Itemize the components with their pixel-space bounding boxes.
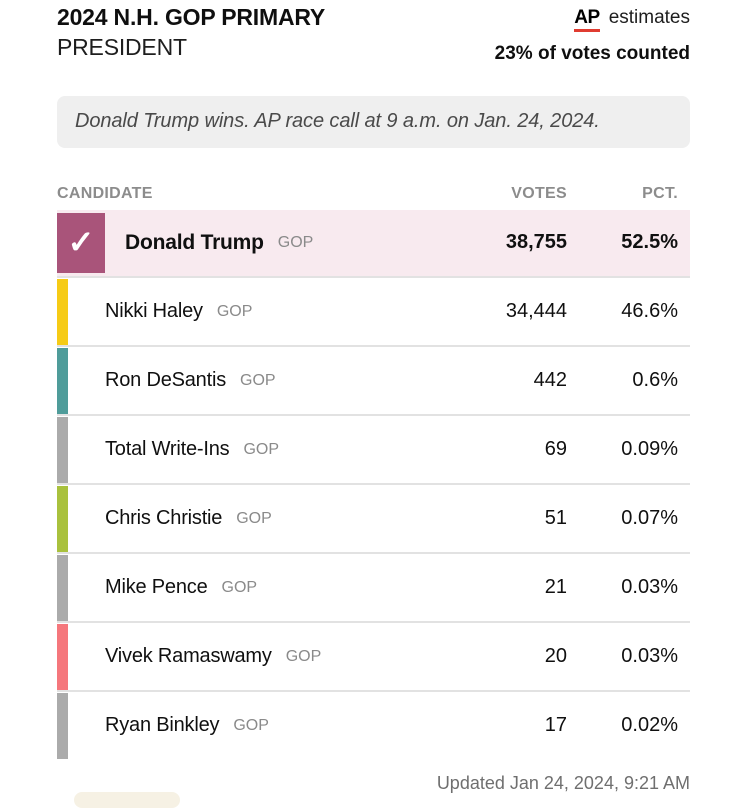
candidate-votes: 34,444 [505, 300, 567, 323]
row-divider [57, 483, 690, 486]
row-divider [57, 414, 690, 417]
race-call-banner: Donald Trump wins. AP race call at 9 a.m… [57, 95, 690, 148]
clipped-bottom-element [74, 792, 180, 808]
table-header: CANDIDATE VOTES PCT. [57, 185, 690, 203]
column-header-pct: PCT. [642, 184, 678, 202]
masthead: 2024 N.H. GOP PRIMARY PRESIDENT AP estim… [57, 4, 690, 65]
row-divider [57, 621, 690, 624]
candidate-votes: 38,755 [505, 231, 567, 254]
ap-logo: AP [574, 8, 600, 32]
row-divider [57, 276, 690, 279]
candidate-votes: 17 [544, 714, 567, 737]
candidate-party: GOP [233, 716, 269, 734]
updated-timestamp: Updated Jan 24, 2024, 9:21 AM [436, 772, 690, 793]
table-row: Chris Christie GOP 51 0.07% [57, 485, 690, 552]
candidate-name: Nikki Haley [105, 300, 203, 323]
candidate-party: GOP [236, 509, 272, 527]
checkmark-icon: ✓ [67, 223, 95, 260]
table-row: Mike Pence GOP 21 0.03% [57, 554, 690, 621]
candidate-pct: 0.07% [621, 507, 678, 530]
table-row: Vivek Ramaswamy GOP 20 0.03% [57, 623, 690, 690]
candidate-color-swatch [57, 416, 68, 483]
candidate-party: GOP [216, 302, 253, 320]
candidate-party: GOP [243, 440, 280, 458]
candidate-votes: 20 [544, 645, 567, 668]
candidate-color-swatch [57, 692, 68, 759]
candidate-votes: 21 [544, 576, 567, 599]
candidate-party: GOP [277, 233, 314, 251]
column-header-candidate: CANDIDATE [57, 184, 153, 202]
candidate-name: Mike Pence [105, 576, 208, 599]
candidate-votes: 442 [533, 369, 567, 392]
candidate-pct: 46.6% [621, 300, 678, 323]
candidate-votes: 51 [544, 507, 567, 530]
candidate-color-swatch [57, 623, 68, 690]
candidate-name: Chris Christie [105, 507, 223, 530]
candidate-color-swatch [57, 554, 68, 621]
race-heading: 2024 N.H. GOP PRIMARY PRESIDENT [57, 4, 325, 61]
race-title: 2024 N.H. GOP PRIMARY [57, 4, 326, 30]
candidate-pct: 0.03% [621, 645, 678, 668]
candidate-pct: 0.02% [621, 714, 678, 737]
table-row: Total Write-Ins GOP 69 0.09% [57, 416, 690, 483]
candidate-name: Vivek Ramaswamy [105, 645, 272, 668]
candidate-name: Ron DeSantis [105, 369, 226, 392]
candidate-party: GOP [240, 371, 276, 389]
row-divider [57, 345, 690, 348]
results-table: ✓ Donald Trump GOP 38,755 52.5% Nikki Hal… [57, 209, 690, 759]
candidate-party: GOP [221, 578, 258, 596]
table-row: Ryan Binkley GOP 17 0.02% [57, 692, 690, 759]
candidate-name: Donald Trump [125, 230, 264, 254]
candidate-pct: 0.03% [621, 576, 678, 599]
candidate-pct: 52.5% [621, 231, 678, 254]
candidate-color-swatch [57, 278, 68, 345]
votes-counted-label: 23% of votes counted [494, 42, 690, 64]
candidate-votes: 69 [544, 438, 567, 461]
candidate-color-swatch [57, 485, 68, 552]
candidate-name: Ryan Binkley [105, 714, 220, 737]
column-header-votes: VOTES [511, 184, 567, 202]
table-row: Ron DeSantis GOP 442 0.6% [57, 347, 690, 414]
winner-check-box: ✓ [57, 212, 105, 273]
candidate-pct: 0.6% [632, 369, 678, 392]
candidate-party: GOP [285, 647, 322, 665]
source-block: AP estimates 23% of votes counted [495, 4, 690, 65]
row-divider [57, 552, 690, 555]
row-divider [57, 690, 690, 693]
estimates-label: estimates [608, 7, 690, 28]
table-row: ✓ Donald Trump GOP 38,755 52.5% [57, 209, 690, 276]
table-row: Nikki Haley GOP 34,444 46.6% [57, 278, 690, 345]
candidate-color-swatch [57, 347, 68, 414]
candidate-pct: 0.09% [621, 438, 678, 461]
candidate-name: Total Write-Ins [105, 438, 230, 461]
race-office: PRESIDENT [57, 34, 187, 61]
